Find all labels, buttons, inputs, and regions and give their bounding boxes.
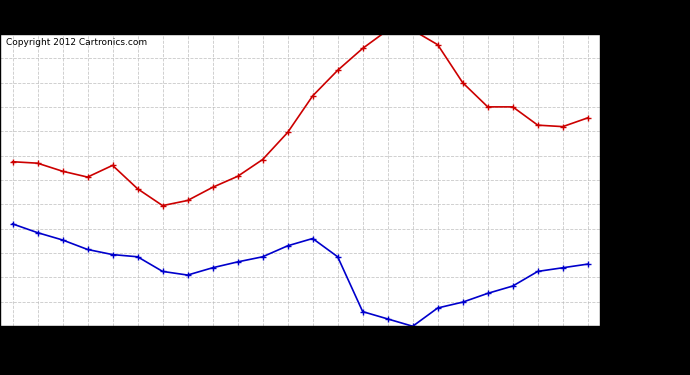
Text: Copyright 2012 Cartronics.com: Copyright 2012 Cartronics.com (6, 38, 147, 47)
Text: Outdoor Temperature (Red) vs Dew Point (Blue) (24 Hours) 20120320: Outdoor Temperature (Red) vs Dew Point (… (55, 17, 538, 31)
